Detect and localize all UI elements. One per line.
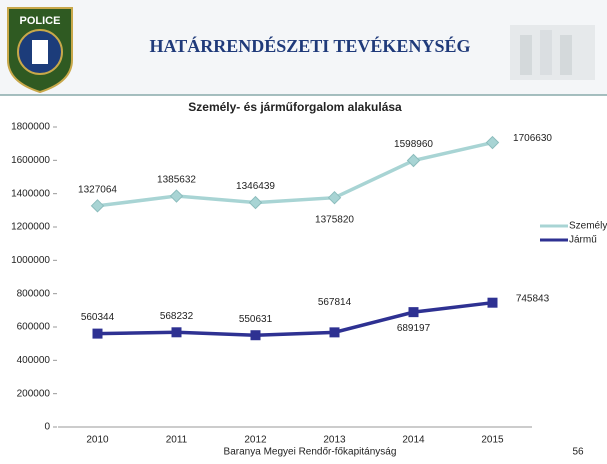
header-title: HATÁRRENDÉSZETI TEVÉKENYSÉG <box>150 35 471 56</box>
x-tick-label: 2011 <box>166 435 188 446</box>
y-tick-label: 1200000 <box>11 222 50 233</box>
building-image <box>510 25 595 80</box>
series-line <box>98 303 493 336</box>
data-label: 1327064 <box>78 184 117 195</box>
marker <box>171 190 183 202</box>
y-tick-label: 0 <box>44 422 50 433</box>
data-label: 1346439 <box>236 181 275 192</box>
legend-label: Jármű <box>569 235 597 246</box>
y-tick-label: 1000000 <box>11 255 50 266</box>
marker <box>251 330 261 340</box>
data-label: 567814 <box>318 297 352 308</box>
y-tick-label: 1400000 <box>11 188 50 199</box>
footer-text: Baranya Megyei Rendőr-főkapitányság <box>224 447 397 458</box>
page-number: 56 <box>572 447 584 458</box>
x-tick-label: 2012 <box>244 435 267 446</box>
logo-text: POLICE <box>20 15 61 27</box>
data-label: 689197 <box>397 323 431 334</box>
y-tick-label: 400000 <box>17 355 51 366</box>
data-label: 1375820 <box>315 214 354 225</box>
marker <box>487 137 499 149</box>
marker <box>330 327 340 337</box>
marker <box>488 298 498 308</box>
x-tick-label: 2015 <box>481 435 504 446</box>
slide: POLICE HATÁRRENDÉSZETI TEVÉKENYSÉG Szemé… <box>0 0 607 464</box>
x-tick-label: 2010 <box>86 435 109 446</box>
marker <box>409 307 419 317</box>
y-tick-label: 600000 <box>17 322 51 333</box>
x-tick-label: 2014 <box>402 435 425 446</box>
police-logo: POLICE <box>8 8 72 92</box>
marker <box>92 200 104 212</box>
marker <box>172 327 182 337</box>
data-label: 1706630 <box>513 133 552 144</box>
data-label: 1598960 <box>394 139 433 150</box>
legend-label: Személy <box>569 221 607 232</box>
marker <box>93 329 103 339</box>
data-label: 1385632 <box>157 175 196 186</box>
data-label: 550631 <box>239 314 273 325</box>
marker <box>408 155 420 167</box>
y-tick-label: 1600000 <box>11 155 50 166</box>
y-tick-label: 1800000 <box>11 122 50 133</box>
marker <box>329 192 341 204</box>
data-label: 560344 <box>81 312 115 323</box>
marker <box>250 197 262 209</box>
data-label: 568232 <box>160 311 194 322</box>
chart: POLICE HATÁRRENDÉSZETI TEVÉKENYSÉG Szemé… <box>0 0 607 464</box>
chart-title: Személy- és járműforgalom alakulása <box>188 100 402 114</box>
y-tick-label: 800000 <box>17 288 51 299</box>
data-label: 745843 <box>516 293 550 304</box>
y-tick-label: 200000 <box>17 388 51 399</box>
x-tick-label: 2013 <box>323 435 346 446</box>
